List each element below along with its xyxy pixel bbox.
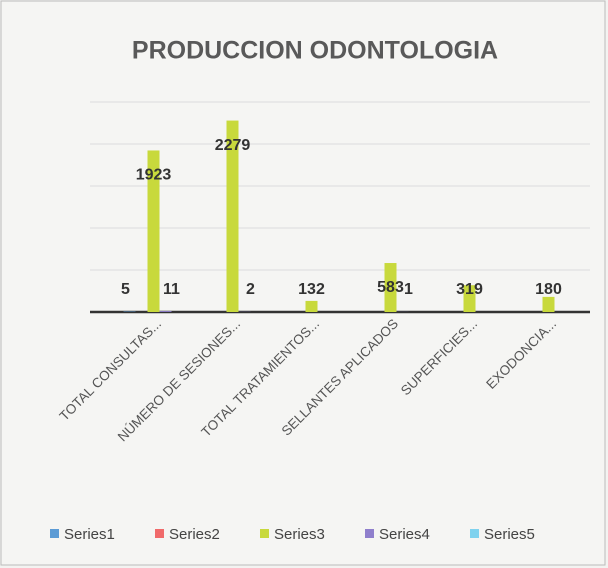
data-label: 1	[404, 281, 413, 298]
bar	[305, 300, 318, 312]
data-label: 132	[298, 281, 325, 298]
data-label: 319	[456, 281, 483, 298]
legend-label: Series1	[64, 526, 115, 543]
data-label: 1923	[136, 167, 172, 184]
chart-title: PRODUCCION ODONTOLOGIA	[132, 37, 498, 65]
legend-swatch	[50, 529, 59, 538]
bar	[226, 120, 239, 313]
bar	[463, 285, 476, 312]
legend-swatch	[470, 529, 479, 538]
data-label: 583	[377, 279, 404, 296]
data-label: 5	[121, 281, 130, 298]
legend-label: Series3	[274, 526, 325, 543]
bar	[159, 311, 172, 312]
bar	[384, 263, 397, 312]
bar	[542, 296, 555, 312]
legend-label: Series5	[484, 526, 535, 543]
data-label: 2	[246, 281, 255, 298]
bar	[147, 150, 160, 312]
data-label: 11	[163, 281, 180, 298]
data-label: 180	[535, 281, 562, 298]
legend-swatch	[260, 529, 269, 538]
legend-label: Series4	[379, 526, 430, 543]
data-label: 2279	[215, 137, 251, 154]
legend-label: Series2	[169, 526, 220, 543]
legend-swatch	[155, 529, 164, 538]
legend-swatch	[365, 529, 374, 538]
